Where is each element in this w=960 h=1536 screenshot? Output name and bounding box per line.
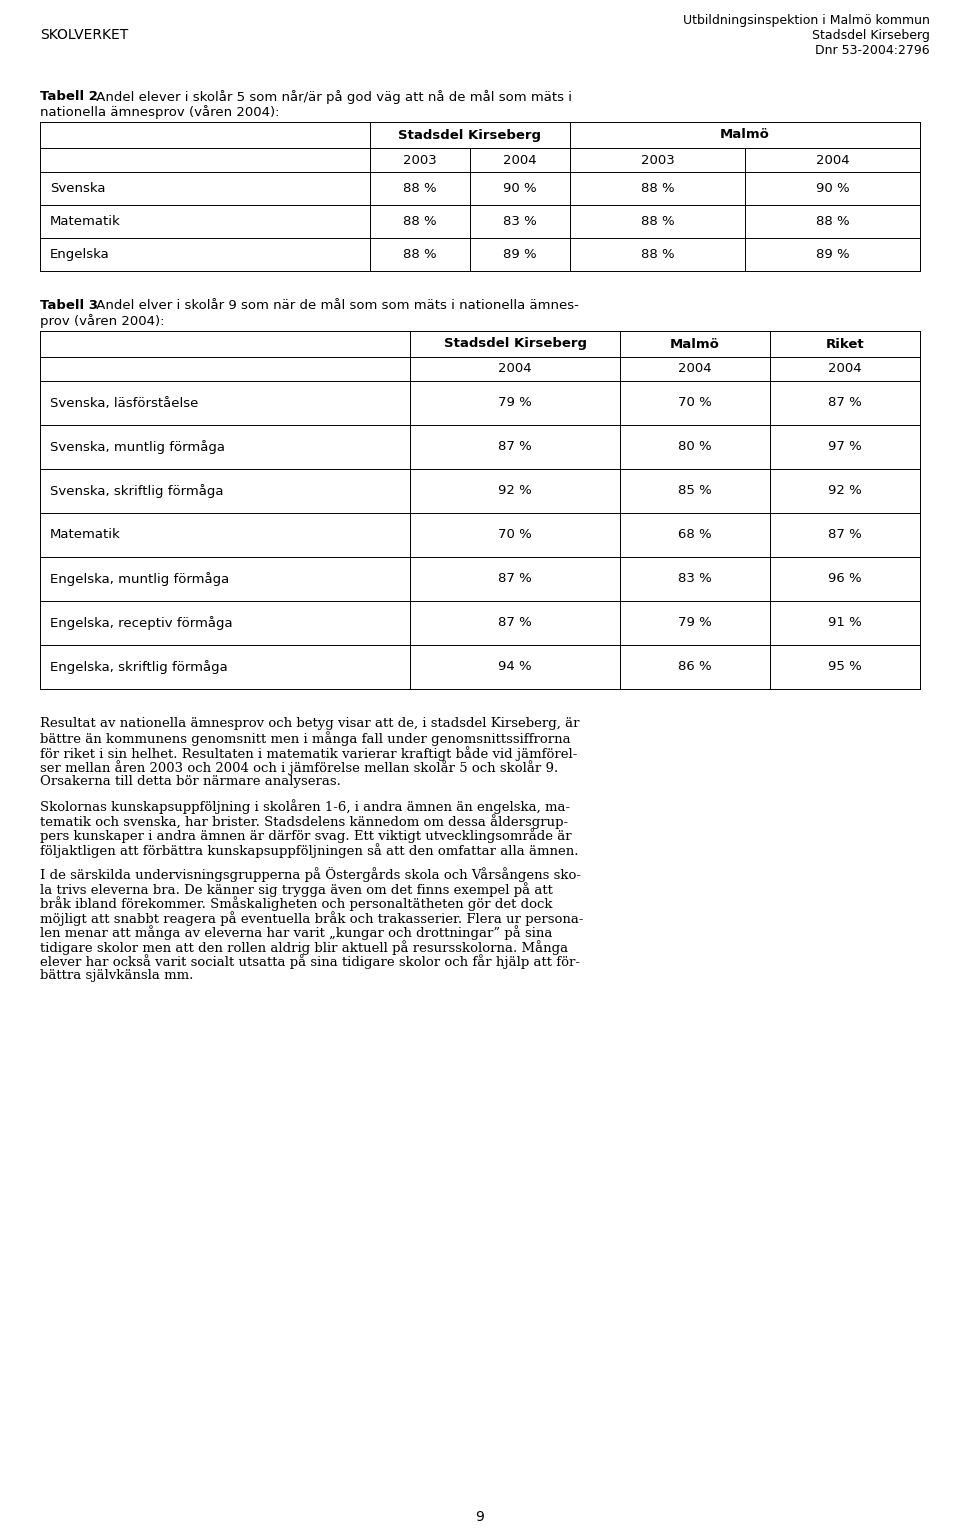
- Text: 87 %: 87 %: [498, 441, 532, 453]
- Text: 90 %: 90 %: [503, 181, 537, 195]
- Text: 2004: 2004: [828, 362, 862, 375]
- Text: 92 %: 92 %: [828, 484, 862, 498]
- Text: Engelska, muntlig förmåga: Engelska, muntlig förmåga: [50, 571, 229, 587]
- Text: 2004: 2004: [678, 362, 711, 375]
- Text: Svenska, muntlig förmåga: Svenska, muntlig förmåga: [50, 439, 225, 455]
- Text: Svenska: Svenska: [50, 181, 106, 195]
- Text: 79 %: 79 %: [498, 396, 532, 410]
- Text: 87 %: 87 %: [828, 528, 862, 542]
- Text: bråk ibland förekommer. Småskaligheten och personaltätheten gör det dock: bråk ibland förekommer. Småskaligheten o…: [40, 897, 553, 911]
- Text: 2003: 2003: [403, 154, 437, 166]
- Text: Andel elver i skolår 9 som när de mål som som mäts i nationella ämnes-: Andel elver i skolår 9 som när de mål so…: [92, 300, 579, 312]
- Text: 2004: 2004: [498, 362, 532, 375]
- Text: följaktligen att förbättra kunskapsuppföljningen så att den omfattar alla ämnen.: följaktligen att förbättra kunskapsuppfö…: [40, 843, 579, 859]
- Text: 85 %: 85 %: [678, 484, 712, 498]
- Text: Matematik: Matematik: [50, 528, 121, 542]
- Text: 88 %: 88 %: [816, 215, 850, 227]
- Text: la trivs eleverna bra. De känner sig trygga även om det finns exempel på att: la trivs eleverna bra. De känner sig try…: [40, 882, 553, 897]
- Text: 83 %: 83 %: [503, 215, 537, 227]
- Text: möjligt att snabbt reagera på eventuella bråk och trakasserier. Flera ur persona: möjligt att snabbt reagera på eventuella…: [40, 911, 584, 926]
- Text: bättra självkänsla mm.: bättra självkänsla mm.: [40, 969, 193, 982]
- Text: Resultat av nationella ämnesprov och betyg visar att de, i stadsdel Kirseberg, ä: Resultat av nationella ämnesprov och bet…: [40, 717, 580, 730]
- Text: 95 %: 95 %: [828, 660, 862, 673]
- Text: 88 %: 88 %: [640, 247, 674, 261]
- Text: 2003: 2003: [640, 154, 674, 166]
- Text: för riket i sin helhet. Resultaten i matematik varierar kraftigt både vid jämför: för riket i sin helhet. Resultaten i mat…: [40, 746, 577, 760]
- Text: 83 %: 83 %: [678, 573, 712, 585]
- Text: 79 %: 79 %: [678, 616, 712, 630]
- Text: SKOLVERKET: SKOLVERKET: [40, 28, 129, 41]
- Text: 88 %: 88 %: [403, 215, 437, 227]
- Text: 70 %: 70 %: [678, 396, 712, 410]
- Text: Tabell 2: Tabell 2: [40, 91, 98, 103]
- Text: bättre än kommunens genomsnitt men i många fall under genomsnittssiffrorna: bättre än kommunens genomsnitt men i mån…: [40, 731, 570, 746]
- Text: 87 %: 87 %: [498, 616, 532, 630]
- Text: Stadsdel Kirseberg: Stadsdel Kirseberg: [398, 129, 541, 141]
- Text: 87 %: 87 %: [828, 396, 862, 410]
- Text: 88 %: 88 %: [640, 215, 674, 227]
- Text: 97 %: 97 %: [828, 441, 862, 453]
- Text: 92 %: 92 %: [498, 484, 532, 498]
- Text: Andel elever i skolår 5 som når/är på god väg att nå de mål som mäts i: Andel elever i skolår 5 som når/är på go…: [92, 91, 572, 104]
- Text: Tabell 3: Tabell 3: [40, 300, 98, 312]
- Text: nationella ämnesprov (våren 2004):: nationella ämnesprov (våren 2004):: [40, 104, 279, 118]
- Text: I de särskilda undervisningsgrupperna på Östergårds skola och Vårsångens sko-: I de särskilda undervisningsgrupperna på…: [40, 868, 581, 883]
- Text: 70 %: 70 %: [498, 528, 532, 542]
- Text: len menar att många av eleverna har varit „kungar och drottningar” på sina: len menar att många av eleverna har vari…: [40, 926, 552, 940]
- Text: Stadsdel Kirseberg: Stadsdel Kirseberg: [444, 338, 587, 350]
- Text: Engelska, receptiv förmåga: Engelska, receptiv förmåga: [50, 616, 232, 630]
- Text: tidigare skolor men att den rollen aldrig blir aktuell på resursskolorna. Många: tidigare skolor men att den rollen aldri…: [40, 940, 568, 955]
- Text: 9: 9: [475, 1510, 485, 1524]
- Text: tematik och svenska, har brister. Stadsdelens kännedom om dessa åldersgrup-: tematik och svenska, har brister. Stadsd…: [40, 814, 568, 829]
- Text: 90 %: 90 %: [816, 181, 850, 195]
- Text: Stadsdel Kirseberg: Stadsdel Kirseberg: [812, 29, 930, 41]
- Text: 2004: 2004: [503, 154, 537, 166]
- Text: Dnr 53-2004:2796: Dnr 53-2004:2796: [815, 45, 930, 57]
- Text: Svenska, läsförståelse: Svenska, läsförståelse: [50, 396, 199, 410]
- Text: Engelska, skriftlig förmåga: Engelska, skriftlig förmåga: [50, 660, 228, 674]
- Text: 88 %: 88 %: [403, 247, 437, 261]
- Text: Skolornas kunskapsuppföljning i skolåren 1-6, i andra ämnen än engelska, ma-: Skolornas kunskapsuppföljning i skolåren…: [40, 800, 570, 814]
- Text: 94 %: 94 %: [498, 660, 532, 673]
- Text: 86 %: 86 %: [678, 660, 711, 673]
- Text: 89 %: 89 %: [503, 247, 537, 261]
- Text: 96 %: 96 %: [828, 573, 862, 585]
- Text: Svenska, skriftlig förmåga: Svenska, skriftlig förmåga: [50, 484, 224, 498]
- Text: 68 %: 68 %: [678, 528, 711, 542]
- Text: 87 %: 87 %: [498, 573, 532, 585]
- Text: ser mellan åren 2003 och 2004 och i jämförelse mellan skolår 5 och skolår 9.: ser mellan åren 2003 och 2004 och i jämf…: [40, 760, 559, 776]
- Text: 89 %: 89 %: [816, 247, 850, 261]
- Text: 88 %: 88 %: [640, 181, 674, 195]
- Text: Malmö: Malmö: [670, 338, 720, 350]
- Text: Malmö: Malmö: [720, 129, 770, 141]
- Text: prov (våren 2004):: prov (våren 2004):: [40, 313, 164, 329]
- Text: 80 %: 80 %: [678, 441, 711, 453]
- Text: Orsakerna till detta bör närmare analyseras.: Orsakerna till detta bör närmare analyse…: [40, 776, 341, 788]
- Text: 88 %: 88 %: [403, 181, 437, 195]
- Text: 91 %: 91 %: [828, 616, 862, 630]
- Text: Utbildningsinspektion i Malmö kommun: Utbildningsinspektion i Malmö kommun: [684, 14, 930, 28]
- Text: pers kunskaper i andra ämnen är därför svag. Ett viktigt utvecklingsområde är: pers kunskaper i andra ämnen är därför s…: [40, 828, 571, 843]
- Text: elever har också varit socialt utsatta på sina tidigare skolor och får hjälp att: elever har också varit socialt utsatta p…: [40, 954, 580, 969]
- Text: Engelska: Engelska: [50, 247, 109, 261]
- Text: Matematik: Matematik: [50, 215, 121, 227]
- Text: 2004: 2004: [816, 154, 850, 166]
- Text: Riket: Riket: [826, 338, 864, 350]
